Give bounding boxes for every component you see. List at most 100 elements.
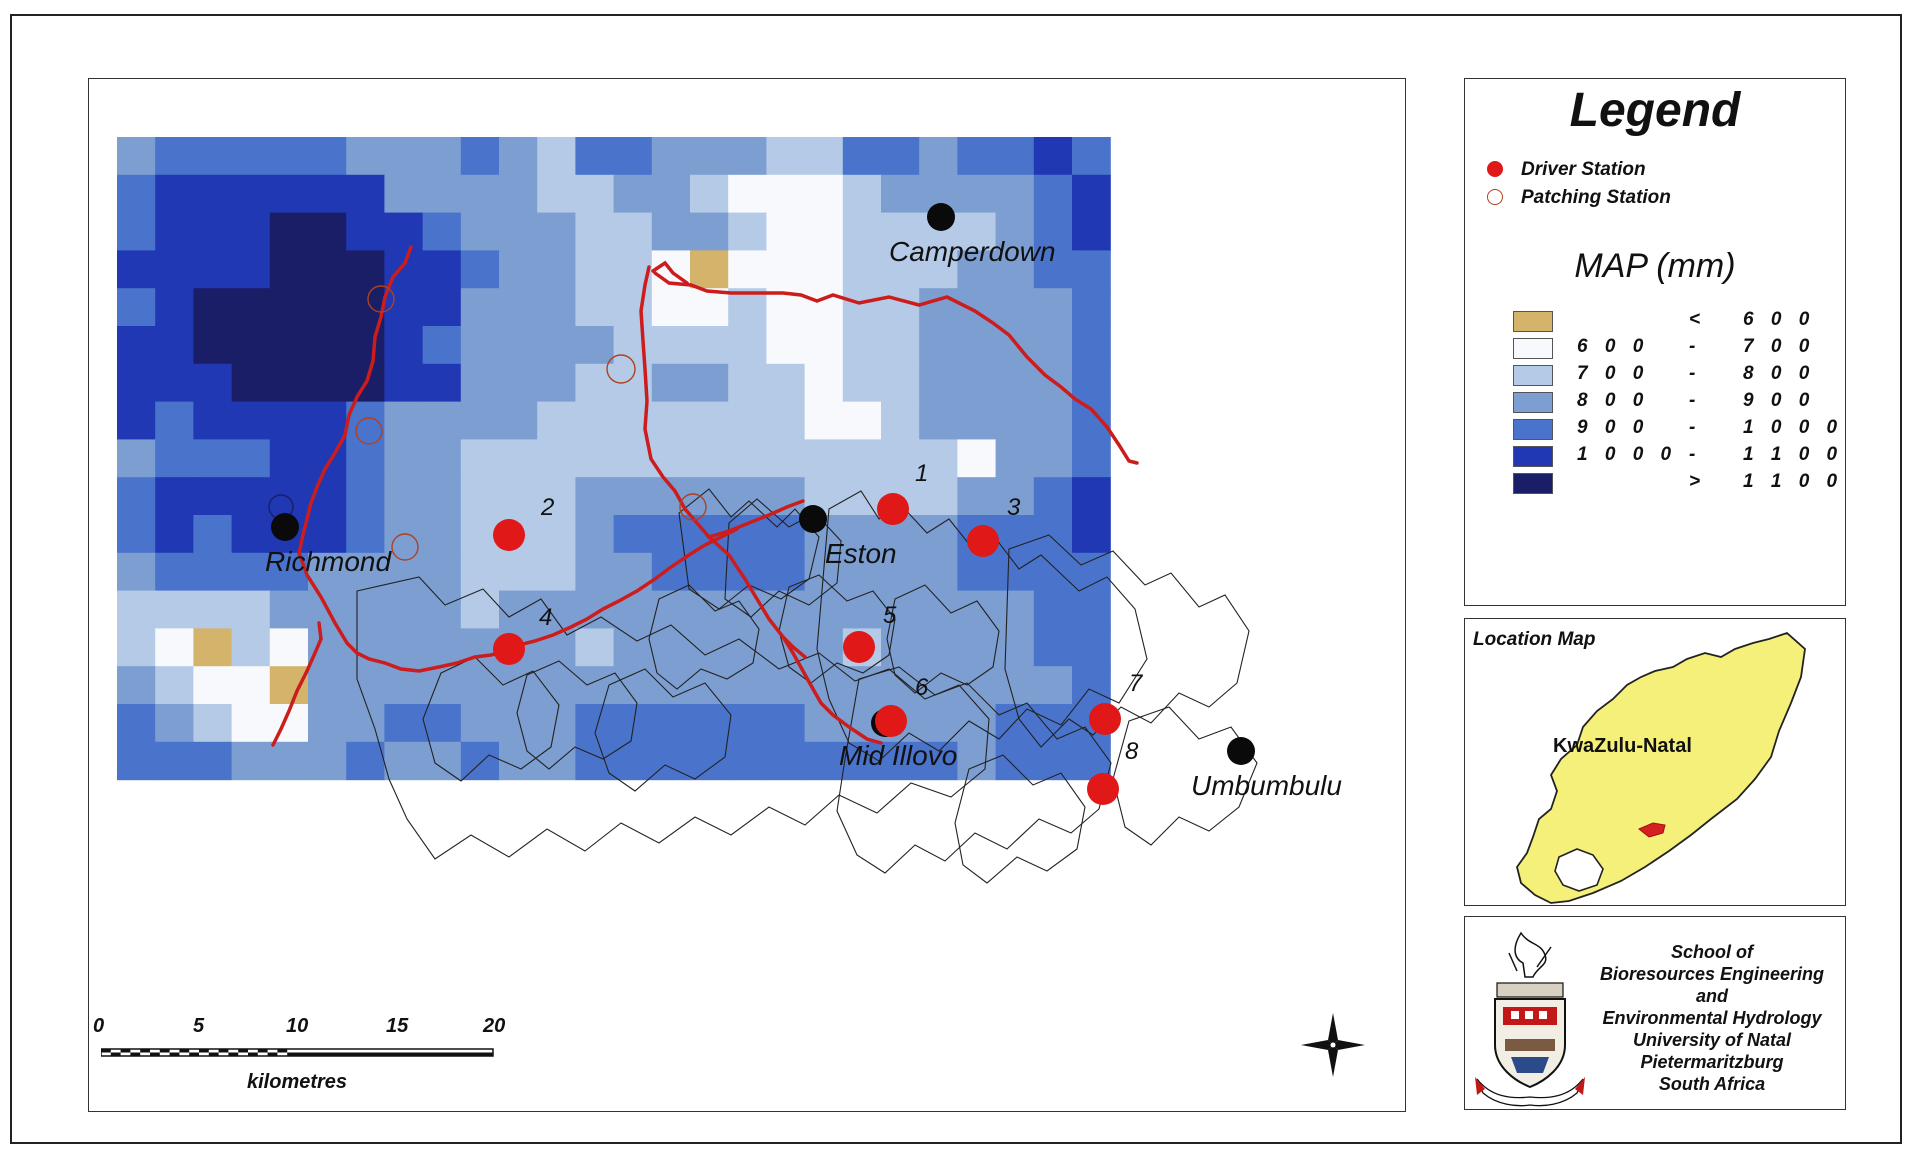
raster-cell <box>842 288 882 327</box>
scale-tick-15: 15 <box>386 1015 409 1037</box>
raster-cell <box>842 515 882 554</box>
class-swatch <box>1513 419 1553 440</box>
raster-cell <box>499 477 538 516</box>
raster-cell <box>766 401 806 440</box>
raster-cell <box>308 363 347 403</box>
raster-cell <box>308 250 347 289</box>
raster-cell <box>1072 250 1111 289</box>
scale-bar-graphic <box>101 1048 494 1057</box>
raster-cell <box>728 477 767 516</box>
raster-cell <box>651 628 691 667</box>
raster-cell <box>422 590 462 629</box>
raster-cell <box>1033 212 1073 251</box>
raster-cell <box>537 326 576 365</box>
raster-cell <box>613 477 653 516</box>
raster-cell <box>919 137 958 176</box>
raster-cell <box>613 704 653 743</box>
raster-cell <box>422 515 462 554</box>
raster-cell <box>613 590 653 629</box>
raster-cell <box>690 174 729 214</box>
raster-cell <box>1072 477 1111 516</box>
raster-cell <box>651 137 691 176</box>
raster-cell <box>499 212 538 251</box>
raster-cell <box>537 212 576 251</box>
class-lower: 8 0 0 <box>1577 390 1650 411</box>
raster-cell <box>155 174 194 214</box>
credit-line: Bioresources Engineering <box>1599 964 1825 984</box>
raster-cell <box>155 137 194 176</box>
class-operator: > <box>1689 471 1707 492</box>
raster-cell <box>1072 137 1111 176</box>
legend-driver-label: Driver Station <box>1521 159 1646 180</box>
raster-cell <box>804 326 844 365</box>
driver-station-2 <box>493 519 525 551</box>
raster-cell <box>575 666 615 705</box>
raster-cell <box>804 439 844 478</box>
map-sheet-frame <box>10 14 1902 1144</box>
class-operator: - <box>1689 444 1702 465</box>
kwazulu-natal-outline <box>1516 631 1806 904</box>
raster-cell <box>651 515 691 554</box>
class-swatch <box>1513 338 1553 359</box>
raster-cell <box>1072 590 1111 629</box>
raster-cell <box>1072 666 1111 705</box>
raster-cell <box>231 439 271 478</box>
raster-cell <box>537 363 576 403</box>
raster-cell <box>269 628 309 667</box>
raster-cell <box>804 137 844 176</box>
raster-cell <box>231 590 271 629</box>
raster-cell <box>575 212 615 251</box>
university-crest <box>1475 931 1585 1107</box>
raster-cell <box>537 174 576 214</box>
raster-cell <box>728 741 767 781</box>
raster-cell <box>1033 477 1073 516</box>
patching-station-symbol <box>1487 189 1503 205</box>
raster-cell <box>613 628 653 667</box>
raster-cell <box>995 439 1035 478</box>
raster-cell <box>613 288 653 327</box>
station-label: 7 <box>1129 670 1144 697</box>
raster-cell <box>766 250 806 289</box>
raster-cell <box>995 552 1035 592</box>
raster-cell <box>422 628 462 667</box>
raster-cell <box>651 401 691 440</box>
raster-cell <box>193 250 233 289</box>
raster-cell <box>766 666 806 705</box>
raster-cell <box>919 477 958 516</box>
raster-cell <box>842 401 882 440</box>
class-lower: 9 0 0 <box>1577 417 1650 438</box>
scale-tick-0: 0 <box>93 1015 105 1037</box>
raster-cell <box>690 477 729 516</box>
raster-cell <box>919 439 958 478</box>
raster-cell <box>155 288 194 327</box>
raster-cell <box>766 704 806 743</box>
raster-cell <box>231 137 271 176</box>
driver-station-3 <box>967 525 999 557</box>
raster-cell <box>690 401 729 440</box>
raster-cell <box>842 326 882 365</box>
raster-cell <box>422 477 462 516</box>
raster-cell <box>460 288 500 327</box>
raster-cell <box>919 401 958 440</box>
raster-cell <box>499 288 538 327</box>
raster-cell <box>422 401 462 440</box>
raster-cell <box>690 552 729 592</box>
scale-tick-5: 5 <box>193 1015 205 1037</box>
raster-cell <box>308 704 347 743</box>
raster-cell <box>728 401 767 440</box>
raster-cell <box>155 250 194 289</box>
raster-cell <box>384 363 424 403</box>
raster-cell <box>460 250 500 289</box>
raster-cell <box>117 704 156 743</box>
credit-line: and <box>1695 986 1728 1006</box>
station-label: 3 <box>1007 494 1021 521</box>
raster-cell <box>231 250 271 289</box>
raster-cell <box>193 666 233 705</box>
raster-cell <box>422 212 462 251</box>
raster-cell <box>460 439 500 478</box>
class-operator: - <box>1689 363 1702 384</box>
raster-cell <box>995 363 1035 403</box>
raster-cell <box>728 704 767 743</box>
raster-cell <box>422 363 462 403</box>
raster-cell <box>613 515 653 554</box>
